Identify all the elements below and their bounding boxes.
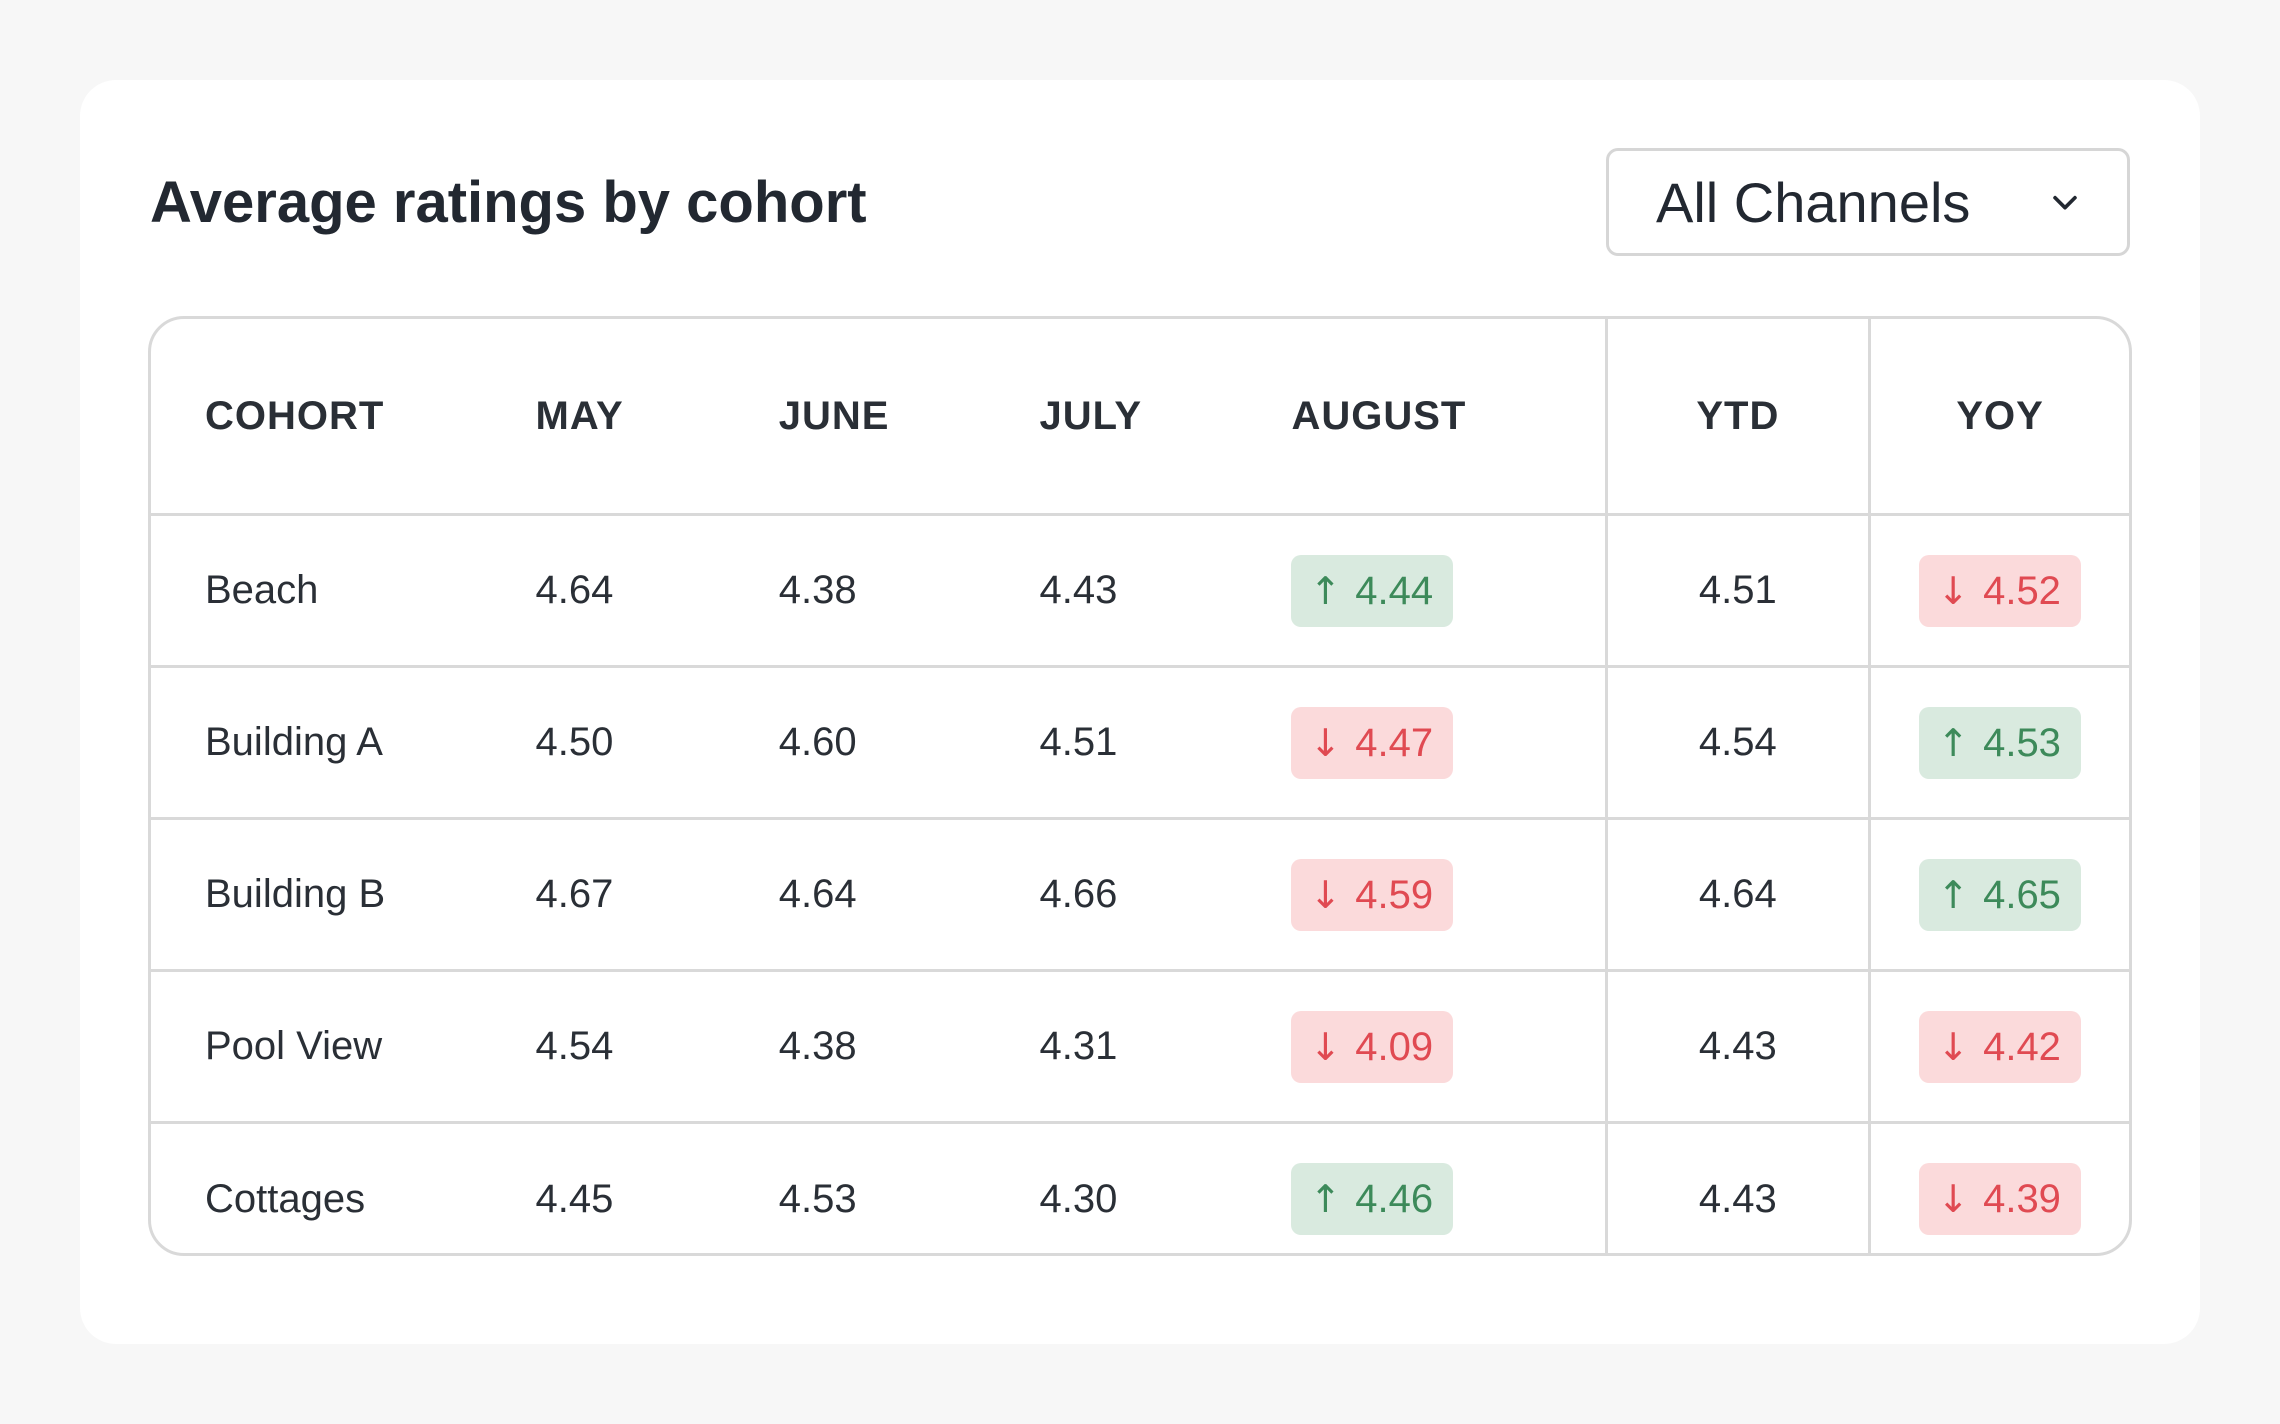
- cohort-name: Beach: [205, 568, 319, 612]
- ytd-value: 4.43: [1604, 969, 1870, 1123]
- ytd-value: 4.43: [1604, 1121, 1870, 1253]
- august-cell: ↑ 4.44: [1291, 515, 1606, 667]
- may-value: 4.54: [535, 969, 779, 1123]
- august-value: 4.46: [1355, 1177, 1434, 1222]
- august-cell: ↓ 4.09: [1291, 969, 1607, 1123]
- cohort-name: Pool View: [151, 969, 536, 1123]
- arrow-down-icon: ↓: [1309, 1024, 1342, 1069]
- august-value: 4.44: [1355, 568, 1434, 613]
- yoy-badge: ↑ 4.53: [1919, 706, 2081, 779]
- august-value: 4.47: [1355, 720, 1434, 765]
- header-may[interactable]: MAY: [535, 319, 779, 516]
- table-row[interactable]: Cottages 4.45 4.53 4.30 ↑ 4.46 4.43 ↓ 4.39: [151, 1121, 2129, 1253]
- table-row[interactable]: Beach 4.64 4.38 4.43 ↑ 4.44 4.51 ↓ 4.52: [151, 514, 2129, 667]
- card-title: Average ratings by cohort: [150, 170, 867, 235]
- may-value: 4.64: [535, 568, 614, 612]
- august-badge: ↑ 4.46: [1291, 1163, 1454, 1236]
- header-ytd[interactable]: YTD: [1604, 319, 1870, 516]
- arrow-up-icon: ↑: [1937, 872, 1970, 917]
- august-badge: ↓ 4.09: [1291, 1010, 1454, 1083]
- table-body: Beach 4.64 4.38 4.43 ↑ 4.44 4.51 ↓ 4.52 Building …: [151, 514, 2129, 1253]
- arrow-down-icon: ↓: [1937, 568, 1970, 613]
- august-cell: ↓ 4.59: [1291, 817, 1607, 971]
- ytd-value: 4.51: [1604, 514, 1870, 667]
- yoy-badge: ↓ 4.39: [1919, 1163, 2081, 1236]
- august-badge: ↓ 4.47: [1291, 706, 1454, 779]
- cohort-name: Cottages: [151, 1121, 536, 1253]
- august-badge: ↓ 4.59: [1291, 858, 1454, 931]
- july-value: 4.30: [1039, 1121, 1292, 1253]
- ratings-table-container: COHORT MAY JUNE JULY AUGUST YTD YOY Beac…: [148, 316, 2132, 1256]
- yoy-value: 4.53: [1983, 720, 2061, 765]
- august-value: 4.59: [1355, 872, 1434, 917]
- table-row[interactable]: Building A 4.50 4.60 4.51 ↓ 4.47 4.54 ↑ 4.53: [151, 665, 2129, 819]
- yoy-cell: ↓ 4.52: [1868, 514, 2129, 667]
- ytd-value: 4.54: [1604, 665, 1870, 819]
- august-value: 4.09: [1355, 1024, 1434, 1069]
- yoy-badge: ↓ 4.52: [1919, 554, 2081, 627]
- june-value: 4.53: [778, 1121, 1040, 1253]
- ytd-value: 4.64: [1604, 817, 1870, 971]
- yoy-value: 4.42: [1983, 1024, 2061, 1069]
- june-value: 4.60: [778, 665, 1040, 819]
- table-row[interactable]: Building B 4.67 4.64 4.66 ↓ 4.59 4.64 ↑ 4.65: [151, 817, 2129, 971]
- arrow-down-icon: ↓: [1937, 1024, 1970, 1069]
- channel-filter-dropdown[interactable]: All Channels: [1606, 148, 2130, 256]
- yoy-badge: ↓ 4.42: [1919, 1010, 2081, 1083]
- july-value: 4.66: [1039, 817, 1292, 971]
- august-badge: ↑ 4.44: [1291, 554, 1454, 627]
- arrow-down-icon: ↓: [1937, 1177, 1970, 1222]
- may-value: 4.45: [535, 1121, 779, 1253]
- header-june[interactable]: JUNE: [778, 319, 1040, 516]
- yoy-value: 4.65: [1983, 872, 2061, 917]
- august-cell: ↑ 4.46: [1291, 1121, 1607, 1253]
- header-july[interactable]: JULY: [1039, 319, 1292, 516]
- may-value: 4.50: [535, 665, 779, 819]
- yoy-cell: ↑ 4.53: [1868, 665, 2129, 819]
- header-yoy[interactable]: YOY: [1868, 319, 2129, 516]
- arrow-up-icon: ↑: [1309, 1177, 1342, 1222]
- table-row[interactable]: Pool View 4.54 4.38 4.31 ↓ 4.09 4.43 ↓ 4.42: [151, 969, 2129, 1123]
- august-cell: ↓ 4.47: [1291, 665, 1607, 819]
- yoy-value: 4.39: [1983, 1177, 2061, 1222]
- arrow-up-icon: ↑: [1309, 568, 1342, 613]
- june-value: 4.38: [778, 568, 857, 612]
- arrow-down-icon: ↓: [1309, 872, 1342, 917]
- cohort-name: Building B: [151, 817, 536, 971]
- yoy-value: 4.52: [1983, 568, 2061, 613]
- arrow-down-icon: ↓: [1309, 720, 1342, 765]
- ratings-table: COHORT MAY JUNE JULY AUGUST YTD YOY Beac…: [151, 319, 2129, 1253]
- yoy-cell: ↓ 4.42: [1868, 969, 2129, 1123]
- yoy-badge: ↑ 4.65: [1919, 858, 2081, 931]
- july-value: 4.51: [1039, 665, 1292, 819]
- yoy-cell: ↑ 4.65: [1868, 817, 2129, 971]
- header-cohort[interactable]: COHORT: [151, 319, 536, 516]
- yoy-cell: ↓ 4.39: [1868, 1121, 2129, 1253]
- arrow-up-icon: ↑: [1937, 720, 1970, 765]
- cohort-name: Building A: [151, 665, 536, 819]
- header-august[interactable]: AUGUST: [1291, 319, 1607, 516]
- channel-filter-value: All Channels: [1656, 170, 1971, 234]
- may-value: 4.67: [535, 817, 779, 971]
- july-value: 4.43: [1039, 568, 1118, 612]
- june-value: 4.38: [778, 969, 1040, 1123]
- table-header-row: COHORT MAY JUNE JULY AUGUST YTD YOY: [151, 319, 2129, 516]
- chevron-down-icon: [2047, 184, 2083, 220]
- ratings-card: Average ratings by cohort All Channels C…: [80, 80, 2200, 1344]
- july-value: 4.31: [1039, 969, 1292, 1123]
- june-value: 4.64: [778, 817, 1040, 971]
